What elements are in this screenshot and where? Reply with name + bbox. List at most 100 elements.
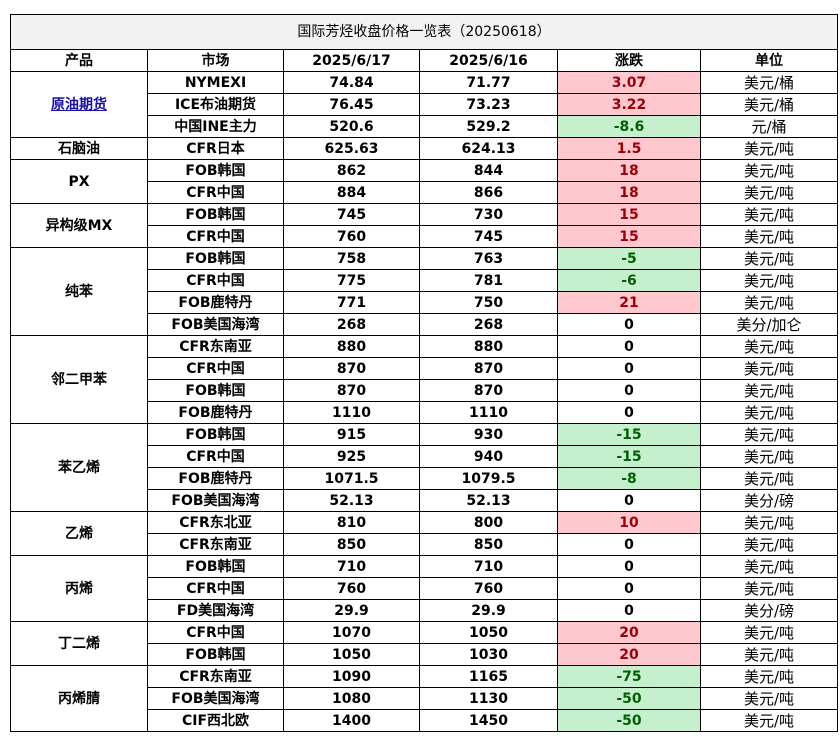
price-prev-cell: 730 [419,203,558,226]
change-cell: 0 [557,335,701,358]
market-cell: FOB韩国 [147,643,284,666]
product-cell: 邻二甲苯 [10,335,148,424]
table-row: FOB美国海湾 268 268 0 美分/加仑 [11,313,838,336]
unit-cell: 美元/吨 [700,291,838,314]
price-prev-cell: 1030 [419,643,558,666]
change-cell: -8 [557,467,701,490]
product-cell: PX [10,159,148,204]
change-cell: 0 [557,533,701,556]
price-today-cell: 1090 [283,665,420,688]
market-cell: FOB美国海湾 [147,489,284,512]
price-prev-cell: 844 [419,159,558,182]
price-prev-cell: 880 [419,335,558,358]
table-row: CFR中国 760 745 15 美元/吨 [11,225,838,248]
table-row: CFR东南亚 850 850 0 美元/吨 [11,533,838,556]
market-cell: FOB韩国 [147,555,284,578]
price-today-cell: 915 [283,423,420,446]
market-cell: CFR东南亚 [147,665,284,688]
market-cell: CFR日本 [147,137,284,160]
table-row: CFR中国 870 870 0 美元/吨 [11,357,838,380]
product-cell: 苯乙烯 [10,423,148,512]
price-prev-cell: 781 [419,269,558,292]
change-cell: 15 [557,203,701,226]
unit-cell: 美元/吨 [700,335,838,358]
change-cell: 0 [557,379,701,402]
market-cell: FOB韩国 [147,247,284,270]
market-cell: CIF西北欧 [147,709,284,732]
header-change: 涨跌 [557,49,701,72]
change-cell: 0 [557,577,701,600]
price-prev-cell: 760 [419,577,558,600]
price-today-cell: 758 [283,247,420,270]
unit-cell: 美元/吨 [700,357,838,380]
price-prev-cell: 866 [419,181,558,204]
change-cell: -5 [557,247,701,270]
change-cell: -8.6 [557,115,701,138]
change-cell: 0 [557,357,701,380]
market-cell: CFR中国 [147,577,284,600]
price-today-cell: 1400 [283,709,420,732]
market-cell: FOB韩国 [147,159,284,182]
unit-cell: 美元/吨 [700,203,838,226]
change-cell: 10 [557,511,701,534]
product-link[interactable]: 原油期货 [51,96,107,113]
price-prev-cell: 940 [419,445,558,468]
change-cell: 0 [557,599,701,622]
unit-cell: 美元/吨 [700,137,838,160]
change-cell: -50 [557,709,701,732]
unit-cell: 美元/吨 [700,687,838,710]
table-row: PX FOB韩国 862 844 18 美元/吨 [10,159,838,204]
price-prev-cell: 1450 [419,709,558,732]
change-cell: 18 [557,181,701,204]
product-cell: 丙烯腈 [10,665,148,732]
change-cell: 0 [557,313,701,336]
unit-cell: 美元/吨 [700,159,838,182]
change-cell: 1.5 [557,137,701,160]
price-prev-cell: 1050 [419,621,558,644]
price-today-cell: 884 [283,181,420,204]
table-row: 纯苯 FOB韩国 758 763 -5 美元/吨 [10,247,838,336]
market-cell: CFR中国 [147,225,284,248]
market-cell: CFR中国 [147,269,284,292]
price-today-cell: 710 [283,555,420,578]
header-market: 市场 [147,49,284,72]
table-row: 丁二烯 CFR中国 1070 1050 20 美元/吨 [10,621,838,666]
unit-cell: 美元/吨 [700,533,838,556]
unit-cell: 美元/吨 [700,225,838,248]
change-cell: 0 [557,489,701,512]
table-row: 原油期货 NYMEXI 74.84 71.77 3.07 美元/桶 [10,71,838,138]
price-prev-cell: 73.23 [419,93,558,116]
table-title: 国际芳烃收盘价格一览表（20250618） [10,14,838,50]
unit-cell: 美元/吨 [700,577,838,600]
unit-cell: 美元/吨 [700,401,838,424]
price-today-cell: 625.63 [283,137,420,160]
price-prev-cell: 1165 [419,665,558,688]
unit-cell: 美分/磅 [700,599,838,622]
market-cell: CFR东北亚 [147,511,284,534]
price-today-cell: 760 [283,225,420,248]
market-cell: 中国INE主力 [147,115,284,138]
product-cell: 原油期货 [10,71,148,138]
price-today-cell: 870 [283,357,420,380]
table-row: 异构级MX FOB韩国 745 730 15 美元/吨 [10,203,838,248]
header-date-1: 2025/6/17 [283,49,420,72]
table-row: CFR中国 925 940 -15 美元/吨 [11,445,838,468]
header-row: 产品 市场 2025/6/17 2025/6/16 涨跌 单位 [10,49,838,72]
price-today-cell: 880 [283,335,420,358]
market-cell: FOB韩国 [147,379,284,402]
product-cell: 乙烯 [10,511,148,556]
market-cell: FOB美国海湾 [147,313,284,336]
header-unit: 单位 [700,49,838,72]
market-cell: ICE布油期货 [147,93,284,116]
price-today-cell: 1070 [283,621,420,644]
price-prev-cell: 529.2 [419,115,558,138]
price-prev-cell: 1130 [419,687,558,710]
unit-cell: 美元/桶 [700,71,838,94]
market-cell: NYMEXI [147,71,284,94]
price-prev-cell: 1110 [419,401,558,424]
unit-cell: 美元/吨 [700,621,838,644]
product-cell: 异构级MX [10,203,148,248]
market-cell: CFR东南亚 [147,533,284,556]
change-cell: 15 [557,225,701,248]
unit-cell: 美元/吨 [700,423,838,446]
